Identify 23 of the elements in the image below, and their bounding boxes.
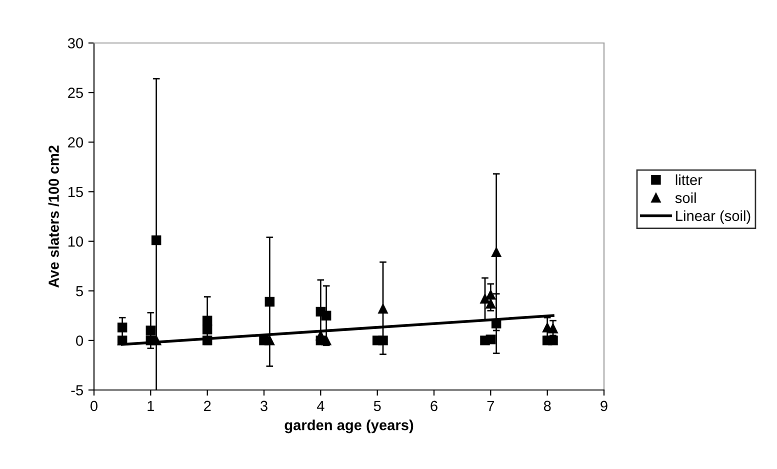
legend-label: litter <box>676 174 702 186</box>
y-tick-label: 20 <box>68 137 84 148</box>
y-tick-label: 30 <box>68 38 84 48</box>
x-tick-label: 4 <box>316 400 324 411</box>
y-tick-label: -5 <box>71 385 83 396</box>
y-tick-label: 5 <box>76 286 83 296</box>
x-tick-label: 7 <box>487 400 494 411</box>
x-axis-title: garden age (years) <box>284 420 414 434</box>
y-tick-label: 10 <box>68 236 84 247</box>
x-tick-label: 2 <box>204 400 211 411</box>
y-tick-label: 0 <box>76 336 84 346</box>
legend-label: Linear (soil) <box>676 210 750 224</box>
x-tick-label: 5 <box>374 400 381 412</box>
x-tick-label: 3 <box>260 400 268 412</box>
x-tick-label: 8 <box>544 400 551 412</box>
y-tick-label: 25 <box>68 88 83 98</box>
x-tick-label: 1 <box>148 400 154 411</box>
y-axis-title: Ave slaters /100 cm2 <box>48 146 60 288</box>
y-tick-label: 15 <box>68 186 83 198</box>
legend-label: soil <box>675 192 696 204</box>
x-tick-label: 9 <box>600 400 608 412</box>
x-tick-label: 0 <box>90 400 98 412</box>
x-tick-label: 6 <box>430 400 438 412</box>
